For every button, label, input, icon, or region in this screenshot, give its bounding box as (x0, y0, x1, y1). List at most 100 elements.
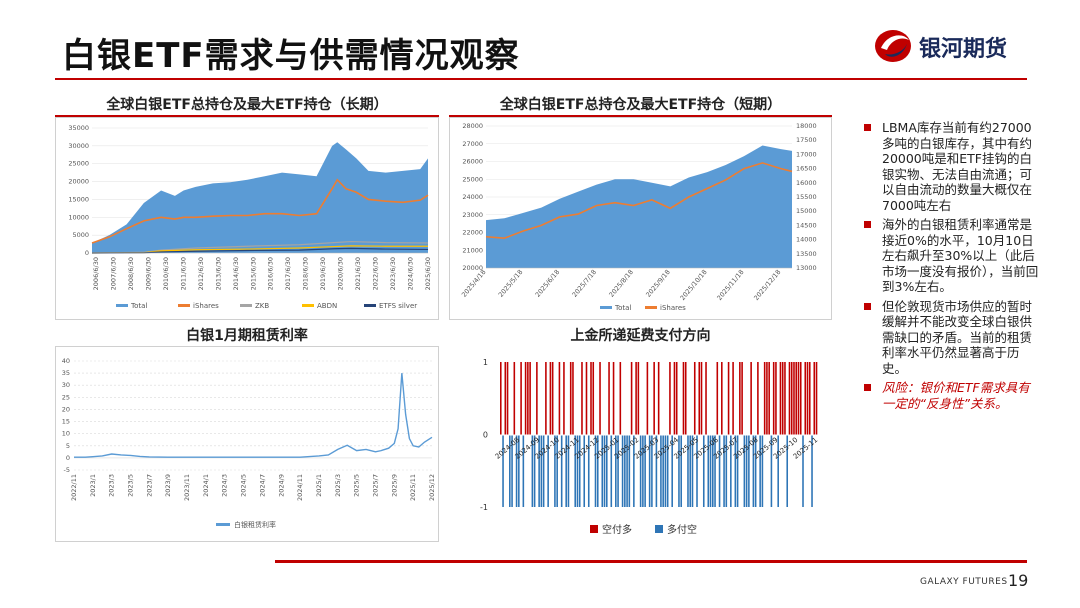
bar-short-pays-long (797, 362, 800, 435)
bar-short-pays-long (536, 362, 538, 435)
y2-tick-label: 13500 (796, 250, 817, 258)
y-tick-label: -1 (480, 503, 488, 512)
y-tick-label: 25 (62, 393, 70, 401)
bar-long-pays-short (522, 435, 525, 507)
bullet-square-icon (864, 221, 871, 228)
bar-long-pays-short (655, 435, 658, 507)
x-tick-label: 2025/9 (390, 474, 398, 497)
bar-short-pays-long (527, 362, 529, 435)
bar-short-pays-long (635, 362, 637, 435)
bar-long-pays-short (745, 435, 748, 507)
x-tick-label: 2025/9/18 (644, 268, 672, 299)
legend-swatch (364, 304, 376, 307)
x-tick-label: 2024/7 (258, 474, 266, 497)
bar-short-pays-long (608, 362, 610, 435)
y-tick-label: 10 (62, 430, 70, 438)
bar-long-pays-short (554, 435, 556, 507)
chart-rule-short (449, 115, 832, 117)
bar-long-pays-short (578, 435, 581, 507)
bar-short-pays-long (646, 362, 649, 435)
x-tick-label: 2023/11 (183, 474, 191, 501)
bullet-item-2: 海外的白银租赁利率通常是接近0%的水平，10月10日左右飙升至30%以上（此后市… (862, 217, 1040, 295)
bar-short-pays-long (619, 362, 622, 435)
bar-short-pays-long (551, 362, 554, 435)
chart-title-short: 全球白银ETF总持仓及最大ETF持仓（短期） (499, 97, 782, 113)
bar-long-pays-short (786, 435, 789, 507)
bar-long-pays-short (702, 435, 705, 507)
bar-long-pays-short (642, 435, 644, 507)
bar-short-pays-long (630, 362, 633, 435)
bar-long-pays-short (761, 435, 764, 507)
bar-long-pays-short (718, 435, 721, 507)
bar-long-pays-short (691, 435, 694, 507)
bar-long-pays-short (802, 435, 804, 507)
y2-tick-label: 17000 (796, 150, 817, 158)
bar-short-pays-long (716, 362, 719, 435)
bullet-text-risk: 风险：银价和ETF需求具有一定的“反身性”关系。 (882, 380, 1030, 411)
galaxy-swirl-icon (875, 30, 911, 62)
bar-short-pays-long (808, 362, 811, 435)
series-line-abdn (91, 245, 428, 254)
bar-long-pays-short (662, 435, 664, 507)
bar-short-pays-long (520, 362, 522, 435)
bar-long-pays-short (565, 435, 567, 507)
bar-long-pays-short (511, 435, 513, 507)
x-tick-label: 2025/3 (334, 474, 342, 497)
x-tick-label: 2025/1 (315, 474, 323, 497)
x-tick-label: 2023/6/30 (389, 257, 397, 290)
legend-label: 白银租赁利率 (234, 520, 276, 529)
legend-label: iShares (193, 302, 219, 310)
page-number: 19 (1008, 571, 1029, 590)
bar-long-pays-short (644, 435, 646, 507)
y-tick-label: 27000 (462, 140, 483, 148)
x-tick-label: 2023/5 (127, 474, 135, 497)
bar-short-pays-long (799, 362, 802, 435)
bullet-list: LBMA库存当前有约27000多吨的白银库存，其中有约20000吨是和ETF挂钩… (862, 120, 1040, 415)
bar-long-pays-short (723, 435, 725, 507)
bar-short-pays-long (775, 362, 777, 435)
bar-long-pays-short (540, 435, 543, 507)
x-tick-label: 2025/6/30 (424, 257, 432, 290)
x-tick-label: 2011/6/30 (179, 257, 187, 290)
x-tick-label: 2019/6/30 (319, 257, 327, 290)
bar-short-pays-long (673, 362, 676, 435)
bar-short-pays-long (563, 362, 565, 435)
y-tick-label: 1 (483, 358, 488, 367)
bar-short-pays-long (804, 362, 807, 435)
bar-long-pays-short (601, 435, 604, 507)
bar-long-pays-short (606, 435, 608, 507)
chart-lease: -5 0 5 10 15 20 25 30 35 40 2022/11 2023/1 2023/3 202… (55, 346, 439, 542)
x-tick-label: 2024/3 (221, 474, 229, 497)
bar-long-pays-short (621, 435, 624, 507)
bar-short-pays-long (768, 362, 770, 435)
x-tick-label: 2024/5 (240, 474, 248, 497)
bullet-text-2: 海外的白银租赁利率通常是接近0%的水平，10月10日左右飙升至30%以上（此后市… (882, 217, 1039, 294)
y2-tick-label: 15000 (796, 207, 817, 215)
y-tick-label: 20 (62, 405, 70, 413)
bar-long-pays-short (712, 435, 714, 507)
bar-long-pays-short (660, 435, 662, 507)
bar-long-pays-short (596, 435, 599, 507)
bar-short-pays-long (612, 362, 615, 435)
bar-short-pays-long (727, 362, 730, 435)
legend-swatch (178, 304, 190, 307)
legend-swatch (302, 304, 314, 307)
bar-long-pays-short (617, 435, 619, 507)
bar-short-pays-long (779, 362, 782, 435)
bar-long-pays-short (583, 435, 586, 507)
x-tick-label: 2025/12 (428, 474, 436, 501)
y2-tick-label: 16500 (796, 165, 817, 173)
y-tick-label: 30000 (68, 142, 89, 150)
bar-long-pays-short (610, 435, 613, 507)
x-tick-label: 2025/7 (371, 474, 379, 497)
legend-swatch (240, 304, 252, 307)
legend-swatch (645, 306, 657, 309)
bar-short-pays-long (529, 362, 531, 435)
x-tick-label: 2025/6/18 (534, 268, 562, 299)
y-tick-label: 20000 (68, 178, 89, 186)
legend-swatch (590, 525, 598, 533)
bar-short-pays-long (545, 362, 547, 435)
x-tick-label: 2023/7 (145, 474, 153, 497)
bar-short-pays-long (698, 362, 701, 435)
legend-swatch (600, 306, 612, 309)
